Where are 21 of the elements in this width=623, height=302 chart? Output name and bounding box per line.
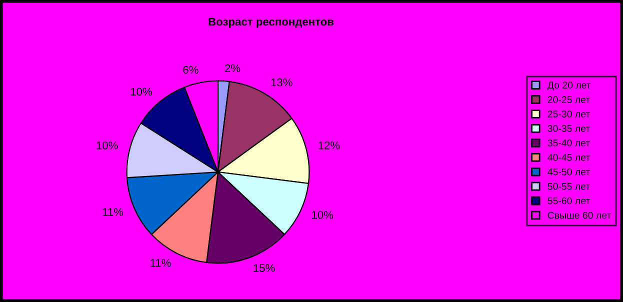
chart-title: Возраст респондентов xyxy=(208,18,334,28)
legend-label: 50-55 лет xyxy=(548,182,590,190)
legend-label: 40-45 лет xyxy=(548,154,590,161)
data-label: 2% xyxy=(225,64,240,72)
legend-label: 20-25 лет xyxy=(548,96,590,104)
data-label: 10% xyxy=(130,88,152,96)
legend-label: До 20 лет xyxy=(547,82,591,90)
data-label: 11% xyxy=(102,208,124,216)
data-label: 11% xyxy=(150,258,171,267)
data-label: 6% xyxy=(183,66,198,74)
legend-label: 35-40 лет xyxy=(548,140,590,146)
legend-label: 30-35 лет xyxy=(548,125,590,132)
data-label: 15% xyxy=(254,264,275,272)
legend-label: 45-50 лет xyxy=(548,168,590,176)
data-label: 13% xyxy=(271,78,292,86)
legend-label: Свыше 60 лет xyxy=(548,212,611,219)
legend-label: 55-60 лет xyxy=(548,197,590,204)
data-label: 10% xyxy=(96,141,118,150)
legend-label: 25-30 лет xyxy=(548,110,590,118)
data-label: 10% xyxy=(312,210,334,219)
data-label: 12% xyxy=(318,141,340,150)
